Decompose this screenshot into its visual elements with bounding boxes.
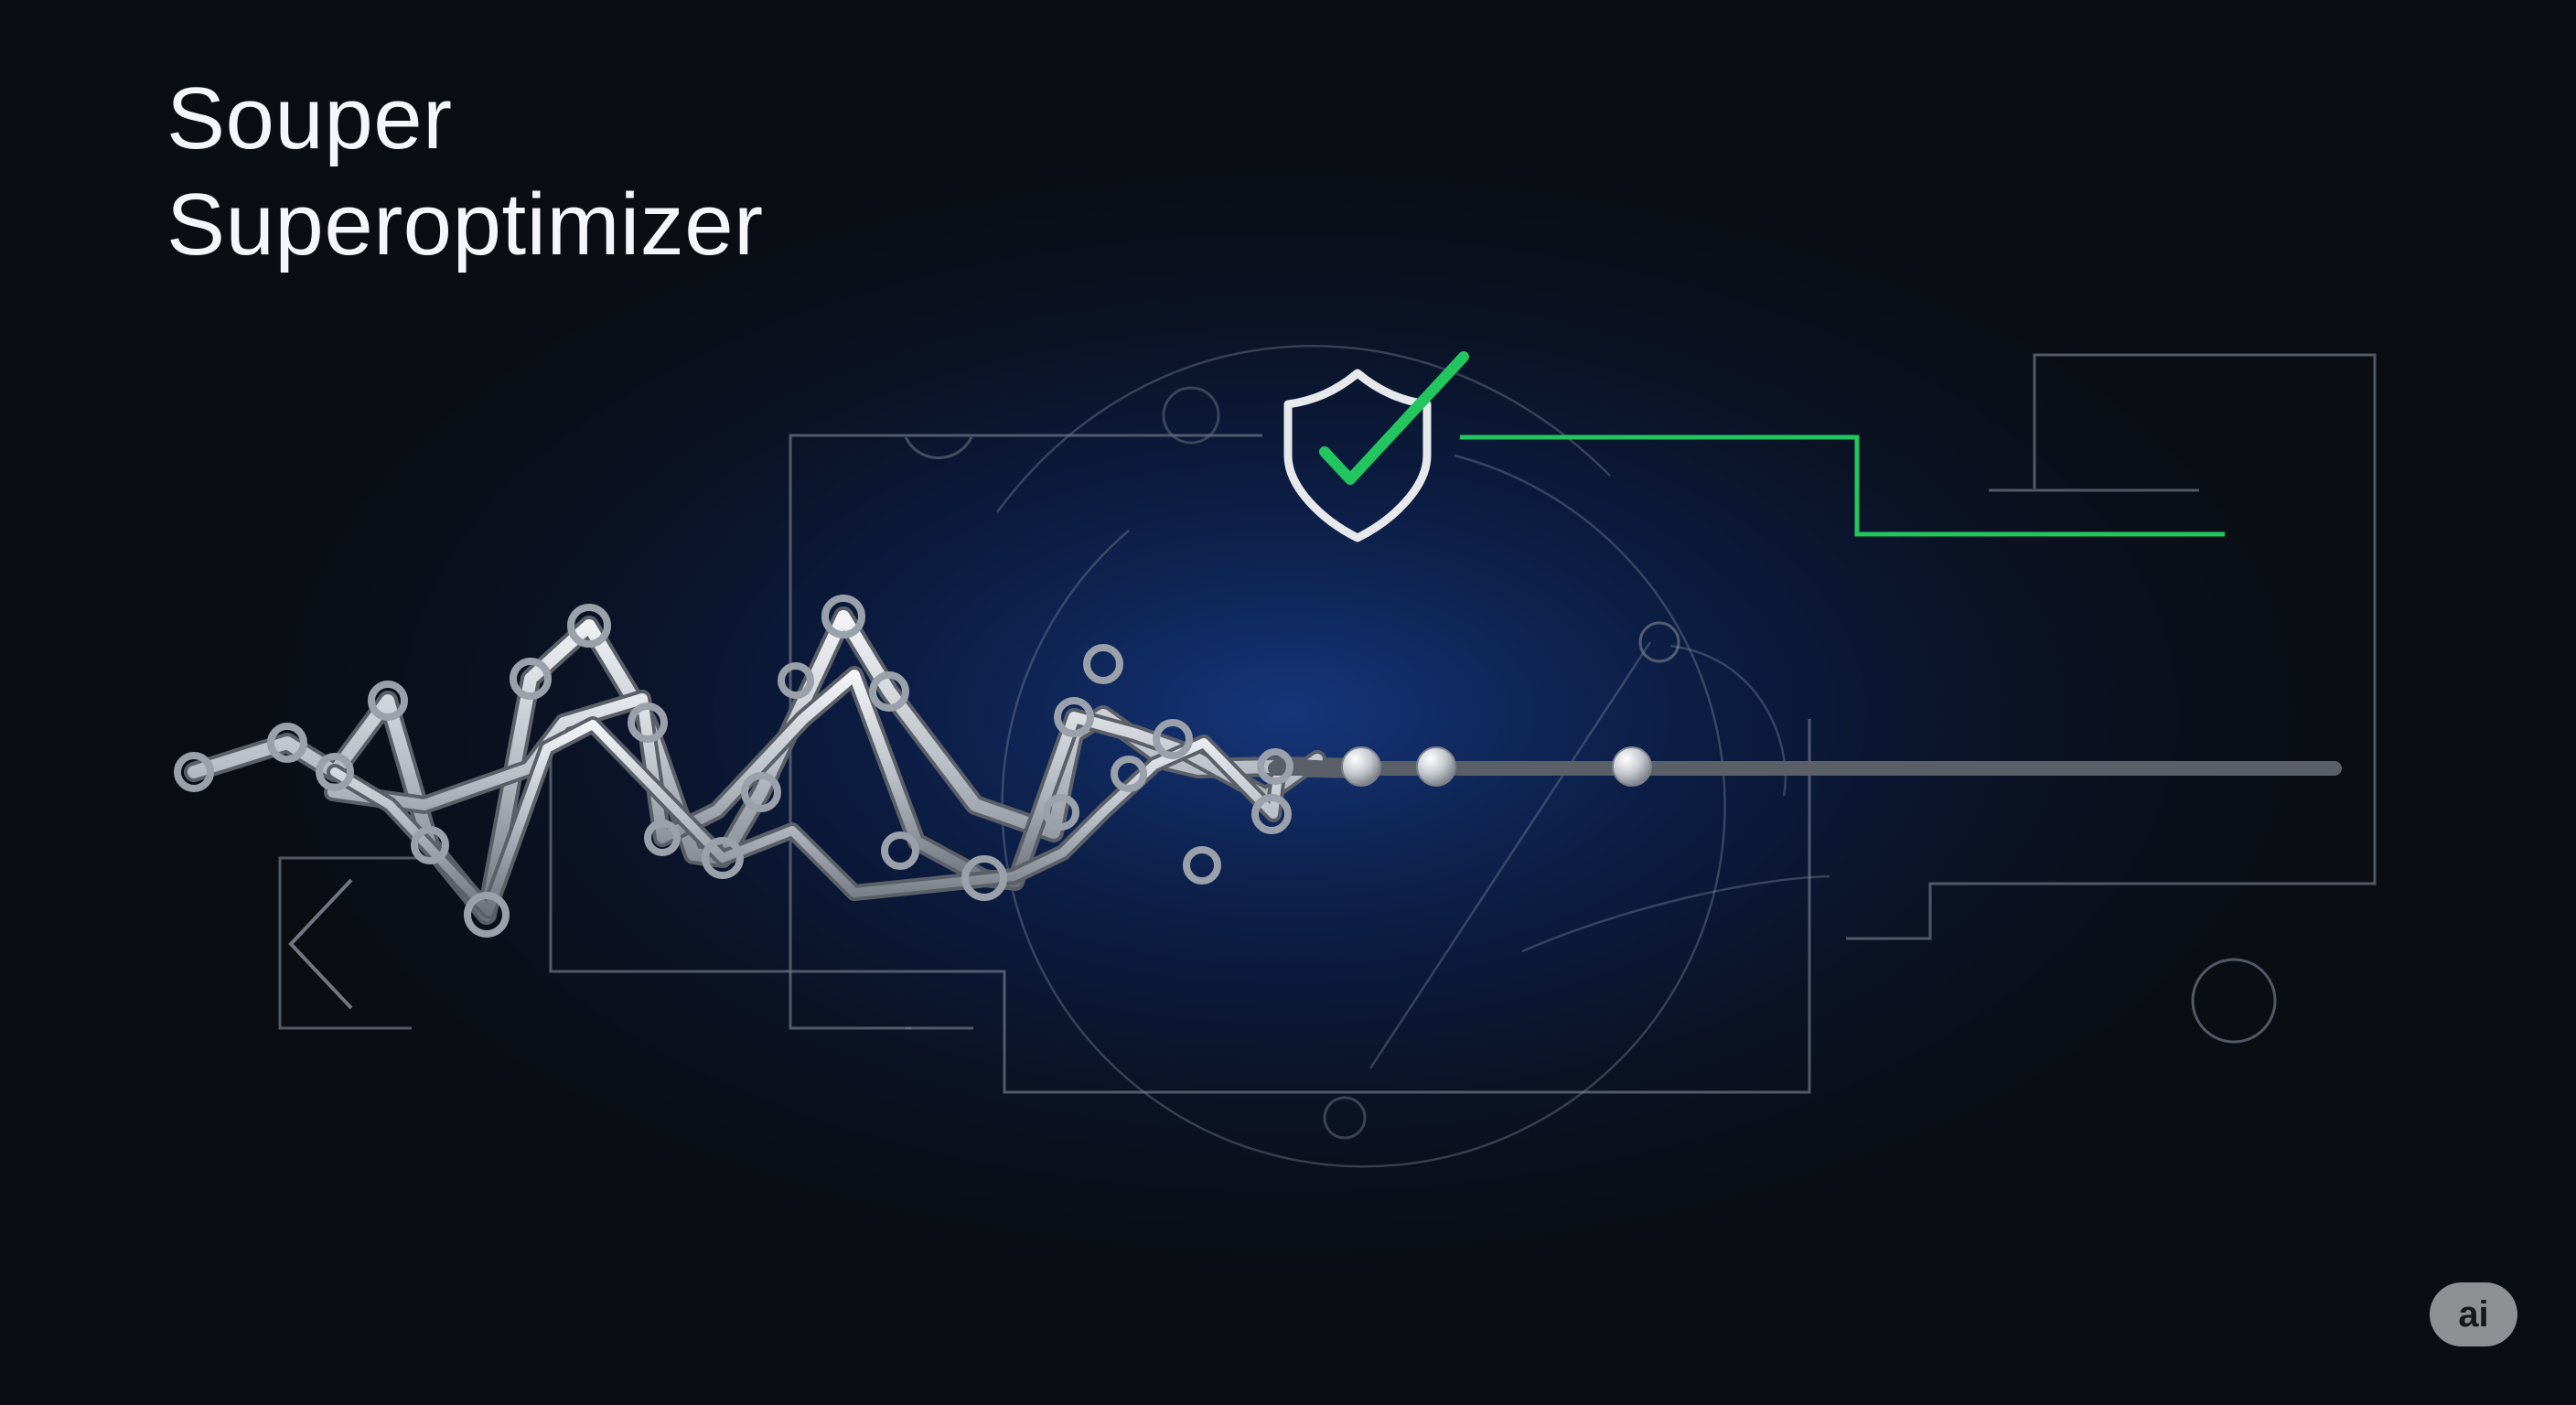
title-line-2: Superoptimizer: [166, 176, 764, 273]
shield-check-icon: [1283, 351, 1469, 542]
page-title: Souper Superoptimizer: [166, 66, 764, 278]
title-line-1: Souper: [166, 70, 453, 167]
verification-path: [1460, 434, 2225, 537]
orbit-arcs: [995, 344, 1830, 1168]
search-path: [184, 606, 1373, 925]
ai-badge: ai: [2430, 1282, 2517, 1346]
chevron-left-icon: [288, 878, 353, 1010]
path-nodes: [174, 595, 1652, 938]
circuit-lines: [278, 353, 2377, 1140]
